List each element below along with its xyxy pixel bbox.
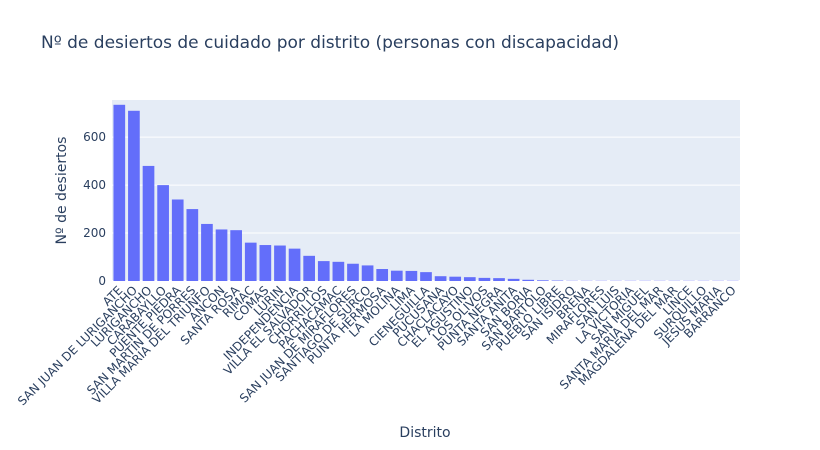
bar [449, 276, 462, 281]
bar [493, 278, 505, 281]
bars [113, 104, 739, 281]
bar [522, 279, 535, 281]
y-tick-label: 600 [83, 130, 106, 144]
bar [171, 199, 184, 281]
bar [230, 230, 242, 281]
bar [215, 229, 228, 281]
bar [420, 272, 432, 281]
x-axis-title: Distrito [399, 425, 450, 441]
bar [317, 261, 330, 281]
bar [507, 278, 520, 281]
bar [303, 255, 316, 281]
bar [274, 245, 286, 281]
bar [288, 248, 301, 281]
bar [201, 223, 213, 281]
bar [113, 104, 126, 281]
bar [157, 185, 169, 281]
bar [332, 261, 345, 281]
bar [376, 269, 389, 281]
y-tick-label: 0 [98, 274, 106, 288]
bar [128, 110, 140, 281]
bar [142, 165, 155, 281]
bar [536, 280, 549, 281]
bar [244, 242, 257, 281]
bar [390, 270, 403, 281]
bar [434, 276, 447, 281]
y-tick-label: 400 [83, 178, 106, 192]
bar [186, 209, 199, 281]
bar [478, 277, 491, 281]
bar [405, 270, 418, 281]
bar [361, 265, 374, 281]
y-axis-title: Nº de desiertos [54, 137, 70, 245]
y-tick-label: 200 [83, 226, 106, 240]
bar [463, 277, 476, 281]
y-axis-ticks: 0 200 400 600 [83, 130, 106, 288]
bar [259, 245, 272, 281]
chart-title: Nº de desiertos de cuidado por distrito … [41, 33, 620, 53]
bar [347, 263, 359, 281]
